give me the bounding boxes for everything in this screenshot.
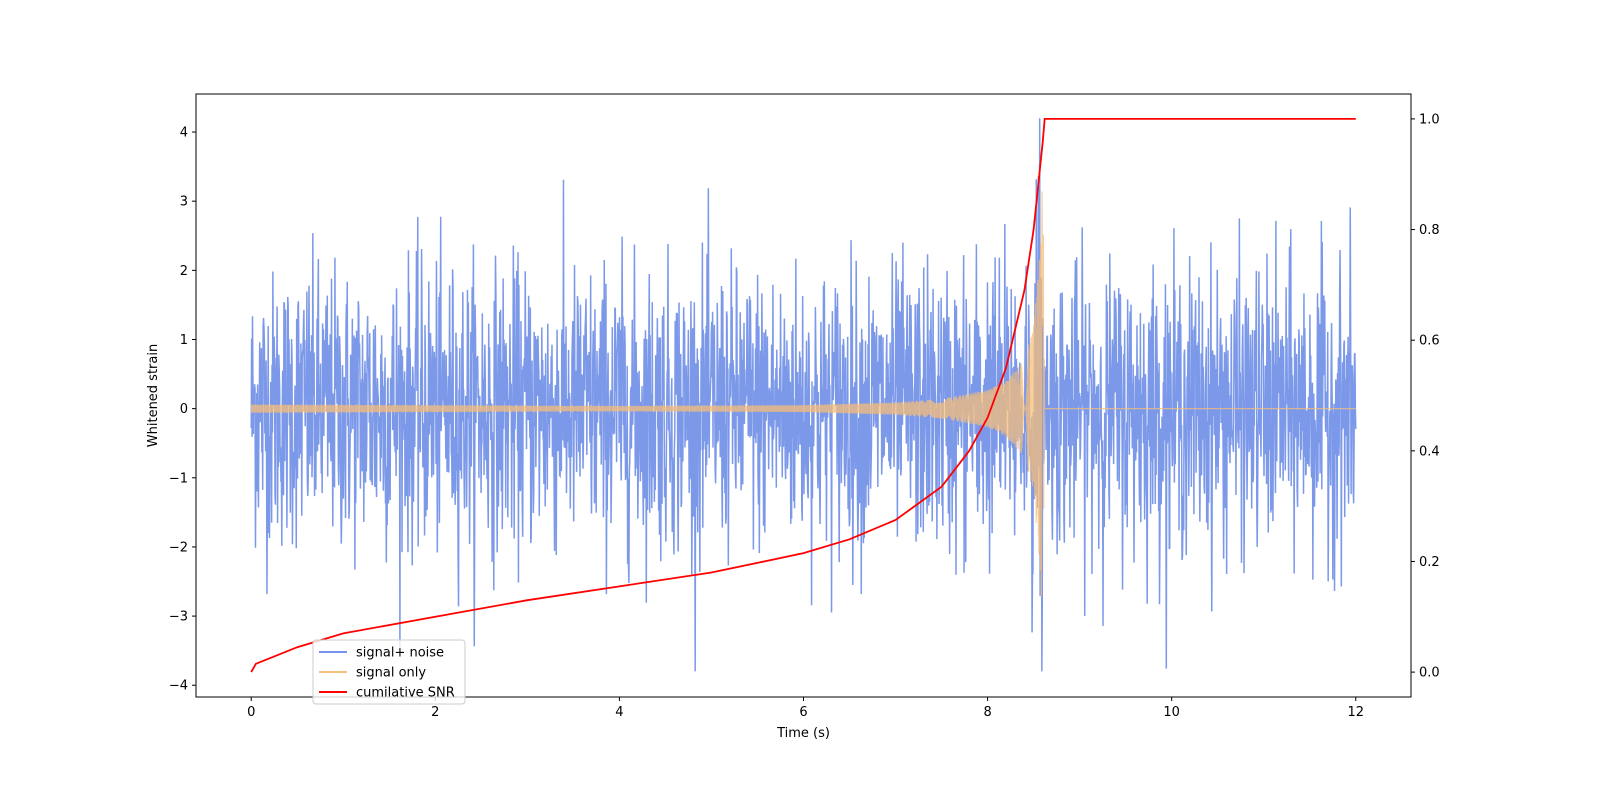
y2-tick-label: 0.8 — [1419, 223, 1440, 238]
series-signal-noise-line — [250, 118, 1357, 672]
y2-tick-label: 0.0 — [1419, 666, 1440, 681]
x-axis-label: Time (s) — [776, 726, 830, 741]
y-axis-label: Whitened strain — [146, 344, 161, 447]
series-signal-only-line — [250, 191, 1356, 597]
y-tick-label: −4 — [169, 679, 188, 694]
legend-label: signal only — [356, 666, 426, 681]
y2-tick-label: 0.4 — [1419, 444, 1440, 459]
y-tick-label: 3 — [180, 195, 188, 210]
x-tick-label: 0 — [247, 705, 255, 720]
y-tick-label: 4 — [180, 126, 188, 141]
y-tick-label: 1 — [180, 333, 188, 348]
legend-label: cumilative SNR — [356, 686, 455, 701]
data-layer — [250, 117, 1357, 673]
x-tick-label: 8 — [983, 705, 991, 720]
x-tick-label: 10 — [1163, 705, 1180, 720]
y-axis-left: −4 −3 −2 −1 0 1 2 3 4 — [169, 126, 196, 694]
y2-tick-label: 1.0 — [1419, 112, 1440, 127]
x-tick-label: 12 — [1347, 705, 1364, 720]
y-tick-label: −3 — [169, 610, 188, 625]
x-tick-label: 4 — [615, 705, 623, 720]
series-cumulative-snr-line — [250, 117, 1356, 673]
x-tick-label: 6 — [799, 705, 807, 720]
y-tick-label: −2 — [169, 540, 188, 555]
y2-tick-label: 0.2 — [1419, 555, 1440, 570]
y-tick-label: 0 — [180, 402, 188, 417]
y-tick-label: 2 — [180, 264, 188, 279]
legend-label: signal+ noise — [356, 646, 444, 661]
y2-tick-label: 0.6 — [1419, 334, 1440, 349]
y-tick-label: −1 — [169, 471, 188, 486]
x-tick-label: 2 — [431, 705, 439, 720]
legend-box — [312, 639, 466, 705]
y-axis-right: 0.0 0.2 0.4 0.6 0.8 1.0 — [1411, 112, 1440, 681]
legend: signal+ noise signal only cumilative SNR — [312, 639, 466, 705]
